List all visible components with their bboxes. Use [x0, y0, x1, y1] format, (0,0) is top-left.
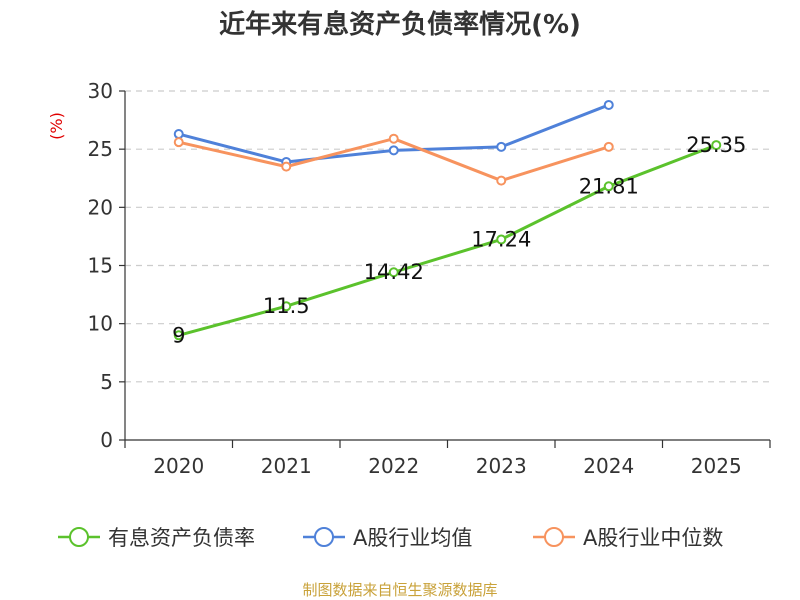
x-tick-label: 2022 [368, 454, 419, 478]
data-label: 21.81 [579, 174, 639, 198]
legend-label: 有息资产负债率 [108, 526, 255, 550]
data-point [388, 133, 399, 144]
data-point [711, 140, 722, 151]
data-point [281, 301, 292, 312]
legend-marker [544, 527, 564, 547]
data-point [496, 175, 507, 186]
data-label: 11.5 [263, 294, 310, 318]
data-point [388, 267, 399, 278]
legend-item[interactable]: 有息资产负债率 [58, 526, 255, 550]
legend-label: A股行业均值 [353, 526, 472, 550]
data-point [388, 145, 399, 156]
y-tick-label: 5 [100, 370, 113, 394]
data-label: 9 [172, 323, 185, 347]
y-tick-label: 20 [88, 195, 113, 219]
series-line-0 [178, 143, 717, 337]
legend-item[interactable]: A股行业中位数 [533, 526, 723, 550]
x-tick-label: 2025 [691, 454, 742, 478]
source-note: 制图数据来自恒生聚源数据库 [302, 581, 497, 599]
series-line-2 [178, 137, 610, 183]
data-point [173, 137, 184, 148]
data-point [603, 99, 614, 110]
data-point [603, 181, 614, 192]
x-tick-label: 2020 [153, 454, 204, 478]
y-axis-label: (%) [47, 112, 66, 140]
chart-title: 近年来有息资产负债率情况(%) [219, 9, 581, 40]
y-tick-label: 15 [88, 254, 113, 278]
data-label: 17.24 [471, 227, 531, 251]
legend-marker [69, 527, 89, 547]
data-point [173, 129, 184, 140]
y-tick-label: 10 [88, 312, 113, 336]
data-label: 25.35 [686, 133, 746, 157]
legend-marker [314, 527, 334, 547]
data-label: 14.42 [364, 260, 424, 284]
y-tick-label: 25 [88, 137, 113, 161]
data-point [496, 141, 507, 152]
y-tick-label: 30 [88, 79, 113, 103]
y-tick-label: 0 [100, 428, 113, 452]
x-tick-label: 2023 [476, 454, 527, 478]
legend-item[interactable]: A股行业均值 [303, 526, 472, 550]
x-tick-label: 2024 [583, 454, 634, 478]
data-point [281, 161, 292, 172]
legend-label: A股行业中位数 [583, 526, 723, 550]
data-point [173, 330, 184, 341]
data-point [496, 234, 507, 245]
data-point [603, 141, 614, 152]
x-tick-label: 2021 [261, 454, 312, 478]
